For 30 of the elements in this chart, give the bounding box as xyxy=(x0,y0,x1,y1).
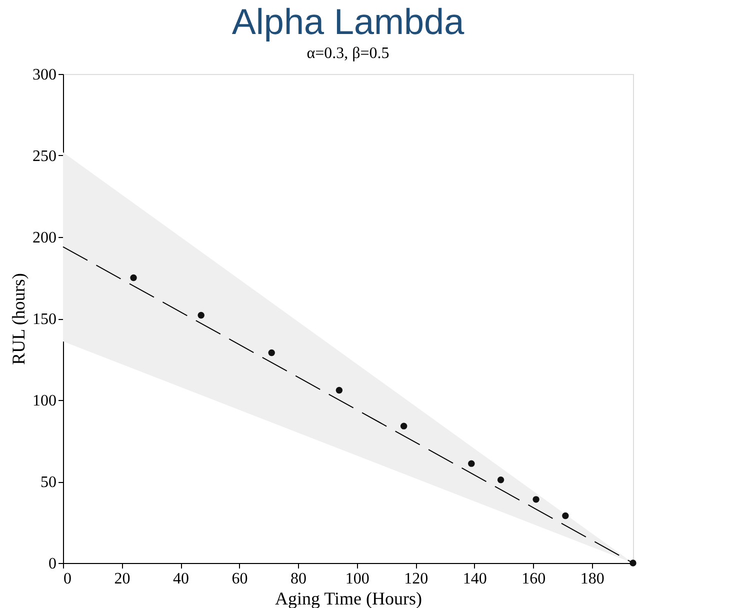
point xyxy=(336,386,343,394)
chart-title: Alpha Lambda xyxy=(232,1,466,42)
point xyxy=(400,422,408,430)
y-tick-label: 250 xyxy=(32,148,56,165)
point xyxy=(497,476,504,484)
x-tick-label: 0 xyxy=(64,570,72,588)
point xyxy=(532,496,540,503)
x-tick-label: 40 xyxy=(173,570,190,588)
chart-subtitle: α=0.3, β=0.5 xyxy=(306,45,390,62)
y-tick-label: 200 xyxy=(32,230,56,246)
y-axis-title: RUL (hours) xyxy=(8,273,28,365)
y-tick-label: 50 xyxy=(40,474,56,491)
x-tick-label: 20 xyxy=(114,570,130,588)
point xyxy=(630,560,636,566)
x-tick-label: 60 xyxy=(232,570,248,588)
x-tick-label: 180 xyxy=(580,570,604,588)
y-tick-label: 300 xyxy=(32,66,56,84)
point xyxy=(468,460,475,467)
point xyxy=(268,349,275,356)
point xyxy=(130,274,137,282)
x-tick-label: 80 xyxy=(290,570,307,588)
y-tick-label: 150 xyxy=(32,311,56,328)
y-tick-label: 0 xyxy=(48,556,56,572)
x-tick-label: 100 xyxy=(345,570,370,588)
point xyxy=(198,312,204,319)
x-tick-label: 120 xyxy=(404,570,428,588)
x-tick-label: 140 xyxy=(462,570,487,588)
y-tick-label: 100 xyxy=(32,392,56,410)
x-tick-label: 160 xyxy=(522,570,546,588)
point xyxy=(562,512,569,520)
